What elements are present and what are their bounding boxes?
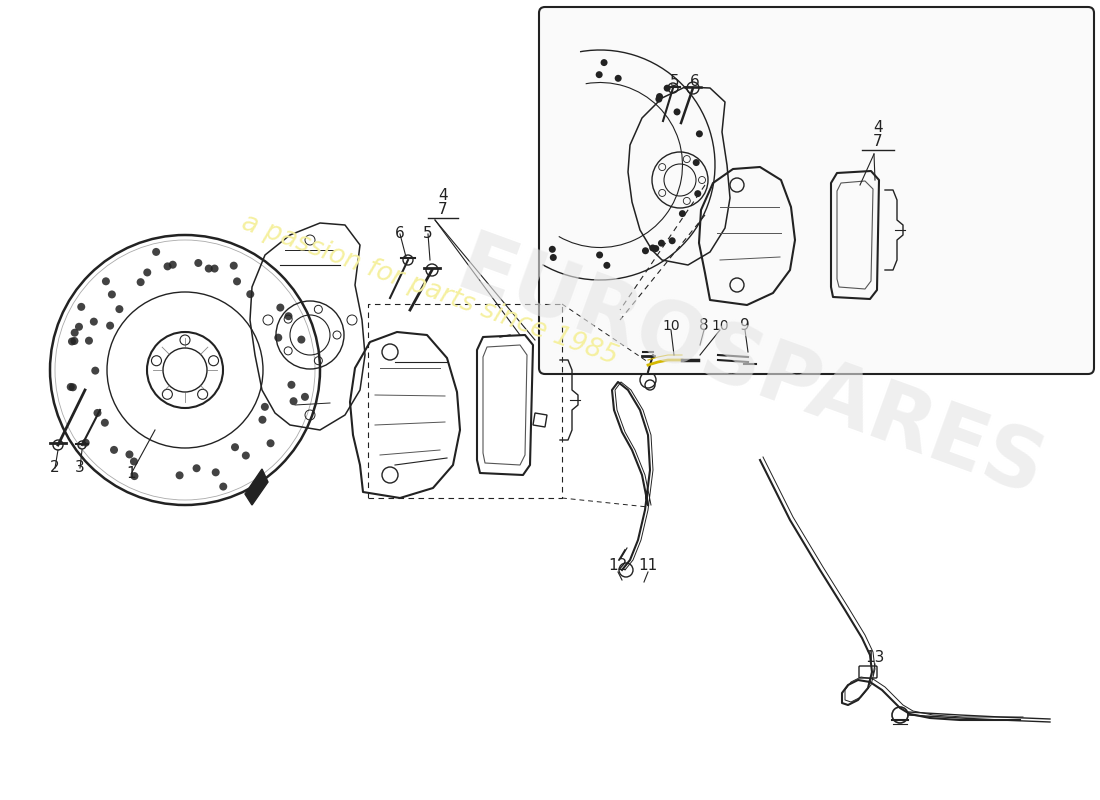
Circle shape (301, 393, 309, 401)
Circle shape (101, 418, 109, 426)
Circle shape (67, 383, 75, 391)
Circle shape (77, 303, 86, 311)
Circle shape (75, 322, 82, 330)
Text: 5: 5 (424, 226, 432, 242)
Circle shape (81, 438, 90, 446)
Circle shape (550, 254, 557, 261)
Circle shape (694, 190, 702, 197)
Text: 10: 10 (662, 319, 680, 333)
Text: a passion for parts since 1985: a passion for parts since 1985 (239, 210, 622, 370)
Circle shape (596, 71, 603, 78)
Circle shape (205, 265, 212, 273)
Text: EUROSPARES: EUROSPARES (446, 226, 1055, 514)
Text: 12: 12 (608, 558, 628, 574)
Circle shape (596, 251, 603, 258)
Circle shape (70, 337, 78, 345)
Circle shape (85, 337, 94, 345)
Circle shape (116, 305, 123, 313)
Circle shape (297, 336, 306, 344)
Circle shape (658, 240, 664, 246)
Circle shape (274, 334, 283, 342)
Circle shape (70, 329, 79, 337)
Text: 6: 6 (395, 226, 405, 242)
Circle shape (108, 290, 115, 298)
Circle shape (287, 381, 296, 389)
Text: 3: 3 (75, 461, 85, 475)
Circle shape (669, 238, 675, 244)
Circle shape (94, 409, 101, 417)
Circle shape (261, 403, 268, 411)
Circle shape (679, 210, 686, 217)
Circle shape (266, 439, 275, 447)
Circle shape (192, 464, 200, 472)
Polygon shape (245, 469, 268, 505)
Circle shape (90, 318, 98, 326)
Circle shape (131, 472, 139, 480)
Circle shape (601, 59, 607, 66)
Circle shape (164, 262, 172, 270)
FancyBboxPatch shape (539, 7, 1094, 374)
Text: 4: 4 (873, 121, 883, 135)
Circle shape (152, 248, 161, 256)
Text: 10: 10 (712, 319, 729, 333)
Circle shape (649, 245, 657, 251)
Circle shape (219, 482, 228, 490)
Circle shape (652, 245, 659, 252)
Circle shape (242, 451, 250, 459)
Circle shape (289, 397, 298, 405)
Text: 8: 8 (700, 318, 708, 334)
Circle shape (663, 85, 671, 92)
Circle shape (246, 290, 254, 298)
Circle shape (230, 262, 238, 270)
Text: 7: 7 (438, 202, 448, 218)
Circle shape (211, 468, 220, 476)
Circle shape (195, 259, 202, 267)
Circle shape (656, 93, 663, 100)
Circle shape (69, 383, 77, 391)
Circle shape (615, 75, 622, 82)
Circle shape (231, 443, 239, 451)
Circle shape (143, 269, 152, 277)
Circle shape (604, 262, 611, 269)
Circle shape (549, 246, 556, 253)
Circle shape (210, 265, 219, 273)
Text: 4: 4 (438, 187, 448, 202)
Circle shape (656, 96, 662, 102)
Text: 9: 9 (740, 318, 750, 334)
Circle shape (258, 416, 266, 424)
Circle shape (102, 278, 110, 286)
Text: 6: 6 (690, 74, 700, 90)
Text: 5: 5 (670, 74, 680, 90)
Circle shape (106, 322, 114, 330)
Circle shape (91, 366, 99, 374)
Circle shape (136, 278, 144, 286)
Text: 1: 1 (126, 466, 135, 482)
Text: 11: 11 (638, 558, 658, 574)
Text: 13: 13 (866, 650, 884, 666)
Circle shape (168, 261, 177, 269)
Text: 7: 7 (873, 134, 883, 150)
Circle shape (276, 303, 284, 311)
Circle shape (285, 312, 293, 320)
Circle shape (642, 247, 649, 254)
Circle shape (673, 108, 681, 115)
Circle shape (696, 130, 703, 138)
Circle shape (68, 338, 76, 346)
Circle shape (130, 458, 138, 466)
Text: 2: 2 (51, 461, 59, 475)
Circle shape (233, 278, 241, 286)
Circle shape (110, 446, 118, 454)
Circle shape (125, 450, 133, 458)
Circle shape (693, 159, 700, 166)
Circle shape (176, 471, 184, 479)
